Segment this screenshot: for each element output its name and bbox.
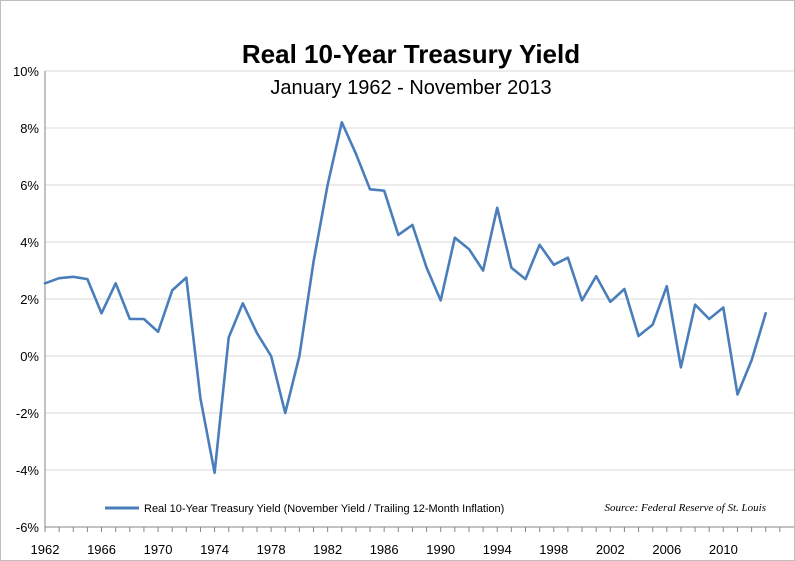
x-tick-label: 1998 (539, 542, 568, 557)
x-tick-label: 2010 (709, 542, 738, 557)
y-tick-label: 6% (20, 178, 39, 193)
x-tick-label: 1978 (257, 542, 286, 557)
source-note: Source: Federal Reserve of St. Louis (605, 502, 767, 514)
axes: -6% -4% -2% 0% 2% 4% 6% 8% 10% 1962 1966 1970 1974 19… (13, 64, 794, 557)
chart-title: Real 10-Year Treasury Yield (242, 39, 580, 69)
x-tick-label: 1974 (200, 542, 229, 557)
y-tick-label: 2% (20, 292, 39, 307)
y-tick-label: -6% (16, 520, 40, 535)
x-tick-label: 2002 (596, 542, 625, 557)
x-tick-label: 1986 (370, 542, 399, 557)
legend: Real 10-Year Treasury Yield (November Yi… (105, 503, 504, 515)
y-tick-label: 4% (20, 235, 39, 250)
series-layer (43, 121, 768, 475)
series-line (43, 121, 768, 475)
x-tick-label: 1990 (426, 542, 455, 557)
x-tick-label: 1966 (87, 542, 116, 557)
gridlines (45, 70, 794, 528)
y-tick-label: 8% (20, 121, 39, 136)
legend-label: Real 10-Year Treasury Yield (November Yi… (144, 503, 504, 515)
x-tick-label: 1970 (144, 542, 173, 557)
y-tick-label: -2% (16, 406, 40, 421)
y-tick-label: 10% (13, 64, 39, 79)
x-tick-label: 1962 (31, 542, 60, 557)
y-tick-label: -4% (16, 463, 40, 478)
x-tick-label: 1982 (313, 542, 342, 557)
chart-subtitle: January 1962 - November 2013 (270, 77, 551, 99)
x-tick-label: 1994 (483, 542, 512, 557)
y-tick-label: 0% (20, 349, 39, 364)
x-tick-label: 2006 (652, 542, 681, 557)
